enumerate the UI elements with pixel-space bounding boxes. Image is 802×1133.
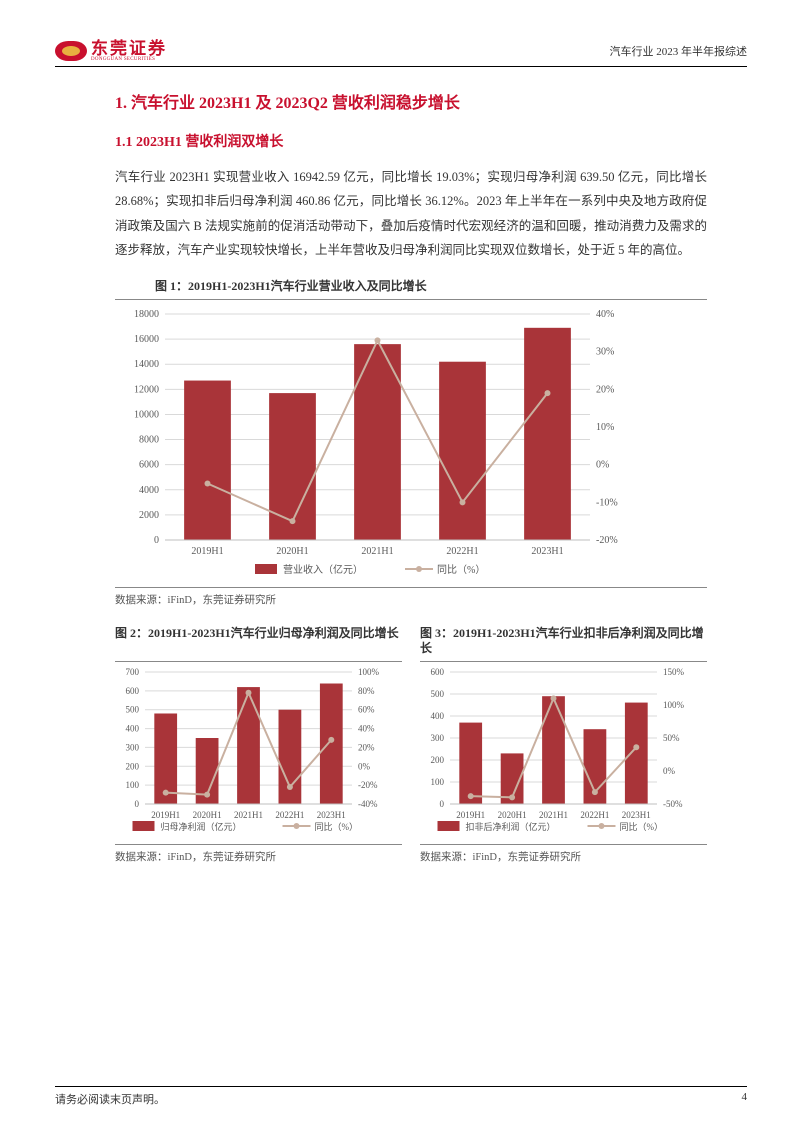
svg-text:0%: 0% [596, 459, 609, 470]
svg-text:同比（%）: 同比（%） [437, 564, 485, 576]
svg-text:400: 400 [126, 723, 140, 733]
chart-1-title: 图 1：2019H1-2023H1汽车行业营业收入及同比增长 [155, 279, 427, 293]
svg-text:4000: 4000 [139, 484, 159, 495]
svg-text:30%: 30% [596, 346, 614, 357]
svg-text:600: 600 [126, 685, 140, 695]
chart-3-source: 数据来源：iFinD，东莞证券研究所 [420, 852, 581, 863]
svg-text:2022H1: 2022H1 [275, 810, 304, 820]
svg-text:400: 400 [431, 711, 445, 721]
chart-1-area: 0 2000 4000 6000 8000 10000 12000 14000 16000 180… [115, 302, 707, 587]
svg-text:-20%: -20% [596, 535, 618, 546]
chart-2-source: 数据来源：iFinD，东莞证券研究所 [115, 852, 276, 863]
svg-text:归母净利润（亿元）: 归母净利润（亿元） [161, 821, 242, 832]
svg-text:40%: 40% [596, 309, 614, 320]
svg-text:100%: 100% [358, 667, 380, 677]
chart-2-area: 0 100 200 300 400 500 600 700 -40% -20% 0% 20% 40% 60… [115, 664, 402, 844]
section-heading-1: 1. 汽车行业 2023H1 及 2023Q2 营收利润稳步增长 [115, 89, 707, 113]
svg-text:-10%: -10% [596, 497, 618, 508]
svg-text:8000: 8000 [139, 434, 159, 445]
svg-text:500: 500 [126, 704, 140, 714]
svg-text:200: 200 [431, 755, 445, 765]
svg-text:600: 600 [431, 667, 445, 677]
svg-text:16000: 16000 [134, 334, 159, 345]
chart-3-block: 图 3：2019H1-2023H1汽车行业扣非后净利润及同比增长 0 100 200… [420, 626, 707, 865]
svg-text:-40%: -40% [358, 799, 378, 809]
footer-divider [55, 1086, 747, 1087]
svg-text:0%: 0% [663, 766, 676, 776]
svg-text:2023H1: 2023H1 [317, 810, 346, 820]
svg-text:2022H1: 2022H1 [580, 810, 609, 820]
chart-2-block: 图 2：2019H1-2023H1汽车行业归母净利润及同比增长 0 100 200 3… [115, 626, 402, 865]
chart-1-block: 图 1：2019H1-2023H1汽车行业营业收入及同比增长 0 2000 4000… [115, 277, 707, 608]
svg-text:40%: 40% [358, 723, 375, 733]
svg-text:营业收入（亿元）: 营业收入（亿元） [283, 563, 363, 576]
page-footer: 请务必阅读末页声明。 4 [55, 1086, 747, 1107]
page-header: 东莞证券 DONGGUAN SECURITIES 汽车行业 2023 年半年报综… [55, 40, 747, 62]
svg-text:6000: 6000 [139, 459, 159, 470]
svg-text:60%: 60% [358, 704, 375, 714]
svg-text:2019H1: 2019H1 [151, 810, 180, 820]
brand-logo: 东莞证券 DONGGUAN SECURITIES [55, 40, 167, 62]
svg-text:2020H1: 2020H1 [276, 546, 308, 557]
svg-text:20%: 20% [596, 384, 614, 395]
logo-main-text: 东莞证券 [91, 40, 167, 57]
svg-text:300: 300 [126, 742, 140, 752]
svg-text:18000: 18000 [134, 309, 159, 320]
svg-text:2019H1: 2019H1 [456, 810, 485, 820]
svg-text:-50%: -50% [663, 799, 683, 809]
svg-text:2023H1: 2023H1 [622, 810, 651, 820]
svg-text:500: 500 [431, 689, 445, 699]
svg-text:300: 300 [431, 733, 445, 743]
svg-text:同比（%）: 同比（%） [315, 821, 359, 832]
svg-text:2023H1: 2023H1 [531, 546, 563, 557]
svg-text:20%: 20% [358, 742, 375, 752]
svg-text:100: 100 [431, 777, 445, 787]
svg-text:10000: 10000 [134, 409, 159, 420]
svg-text:0: 0 [135, 799, 140, 809]
svg-text:2020H1: 2020H1 [193, 810, 222, 820]
svg-text:同比（%）: 同比（%） [620, 821, 664, 832]
svg-text:扣非后净利润（亿元）: 扣非后净利润（亿元） [466, 821, 556, 832]
svg-text:50%: 50% [663, 733, 680, 743]
svg-text:80%: 80% [358, 685, 375, 695]
chart-2-title: 图 2：2019H1-2023H1汽车行业归母净利润及同比增长 [115, 626, 402, 642]
body-paragraph: 汽车行业 2023H1 实现营业收入 16942.59 亿元，同比增长 19.0… [115, 165, 707, 263]
logo-sub-text: DONGGUAN SECURITIES [91, 57, 167, 62]
svg-text:2021H1: 2021H1 [361, 546, 393, 557]
svg-text:12000: 12000 [134, 384, 159, 395]
svg-text:10%: 10% [596, 422, 614, 433]
section-heading-1-1: 1.1 2023H1 营收利润双增长 [115, 131, 707, 151]
svg-text:2021H1: 2021H1 [234, 810, 263, 820]
svg-text:14000: 14000 [134, 359, 159, 370]
svg-text:2019H1: 2019H1 [191, 546, 223, 557]
svg-text:-20%: -20% [358, 780, 378, 790]
svg-text:150%: 150% [663, 667, 685, 677]
svg-text:2020H1: 2020H1 [498, 810, 527, 820]
chart-3-title: 图 3：2019H1-2023H1汽车行业扣非后净利润及同比增长 [420, 626, 707, 657]
svg-text:0%: 0% [358, 761, 371, 771]
svg-text:200: 200 [126, 761, 140, 771]
chart-3-area: 0 100 200 300 400 500 600 -50% 0% 50% 100% 150% 2019… [420, 664, 707, 844]
svg-text:2000: 2000 [139, 509, 159, 520]
svg-text:700: 700 [126, 667, 140, 677]
svg-text:100%: 100% [663, 700, 685, 710]
svg-text:100: 100 [126, 780, 140, 790]
svg-text:2022H1: 2022H1 [446, 546, 478, 557]
svg-text:0: 0 [440, 799, 445, 809]
header-doc-title: 汽车行业 2023 年半年报综述 [610, 43, 748, 59]
chart-1-source: 数据来源：iFinD，东莞证券研究所 [115, 595, 276, 606]
page-number: 4 [742, 1091, 748, 1107]
svg-text:0: 0 [154, 535, 159, 546]
logo-icon [55, 41, 87, 61]
footer-disclaimer: 请务必阅读末页声明。 [55, 1091, 165, 1107]
svg-text:2021H1: 2021H1 [539, 810, 568, 820]
header-divider [55, 66, 747, 67]
